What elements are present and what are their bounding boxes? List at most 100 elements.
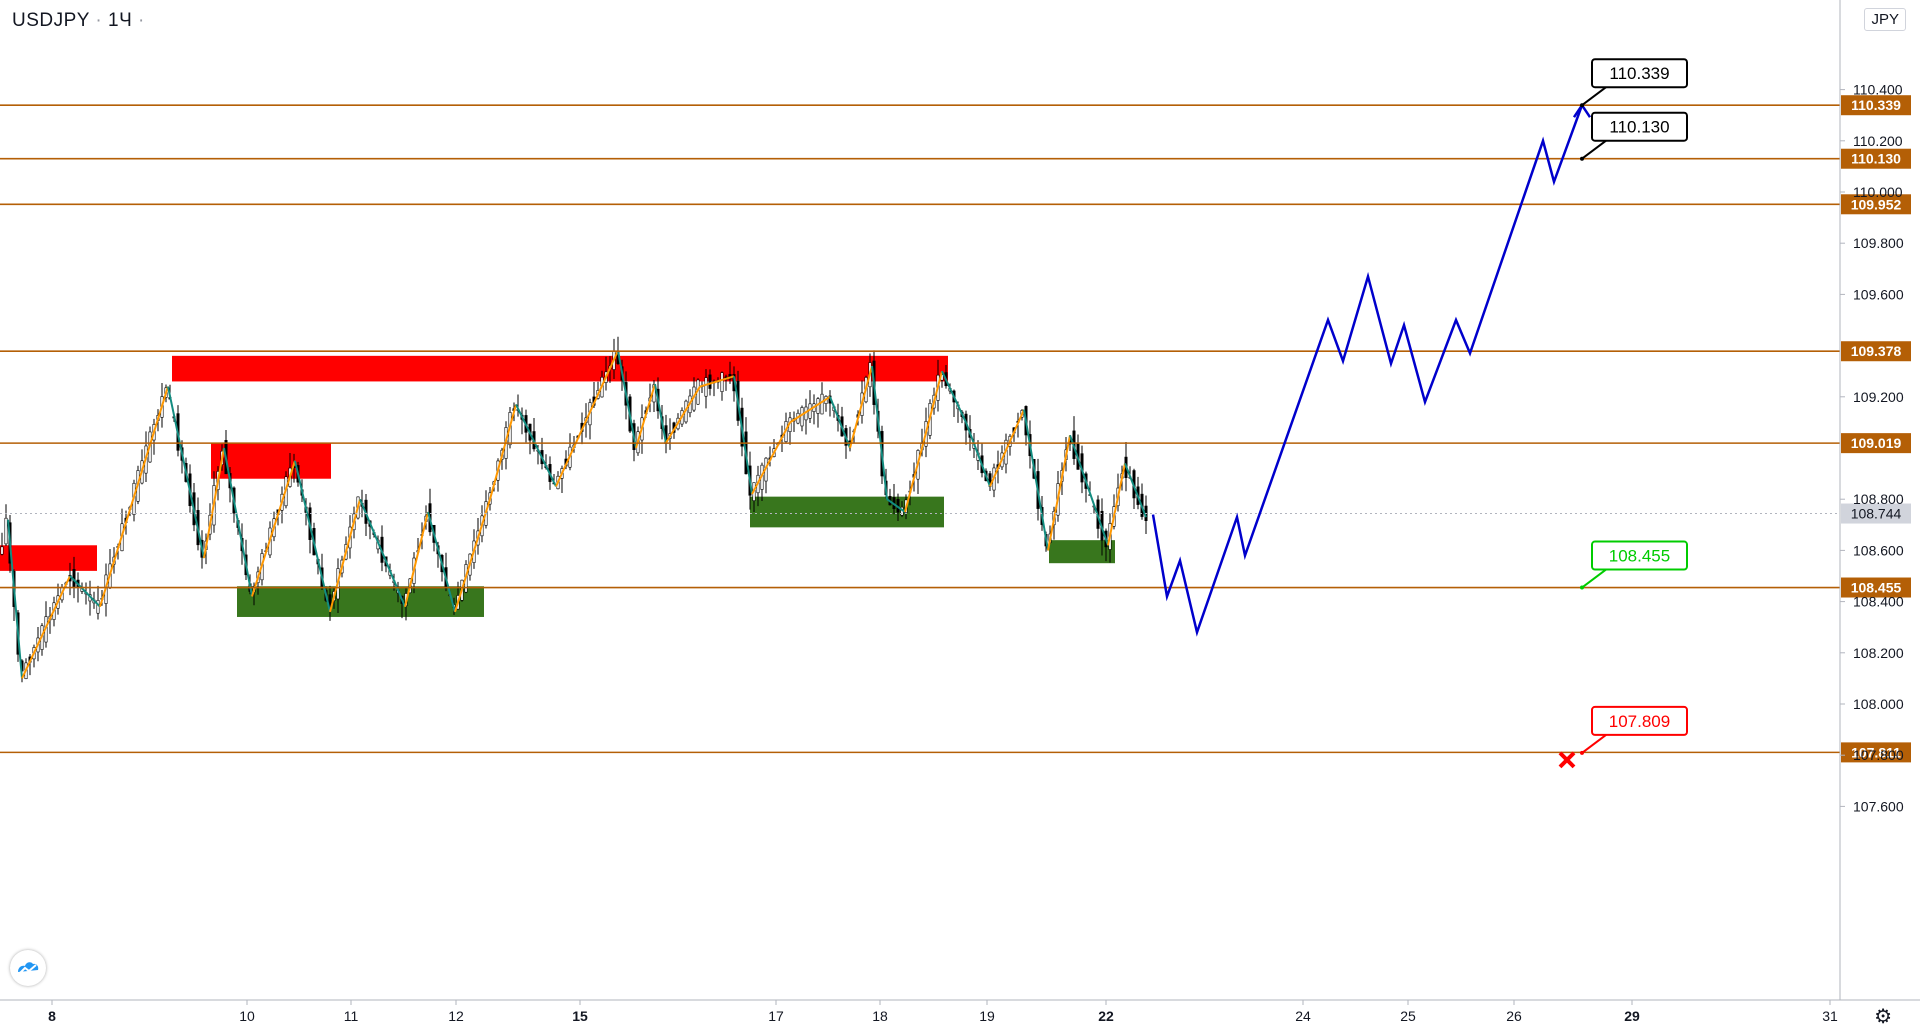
price-tick-label: 110.000 <box>1853 184 1903 200</box>
zigzag-leg <box>7 519 23 679</box>
zigzag-leg <box>751 421 791 495</box>
zigzag-leg <box>329 498 361 613</box>
callout-label-stop: 107.809 <box>1609 712 1670 731</box>
level-price-tag <box>1841 577 1911 598</box>
zigzag-leg <box>1069 434 1109 546</box>
price-tick-label: 110.200 <box>1853 133 1903 149</box>
zigzag-leg <box>359 498 406 608</box>
demand-zone <box>750 496 944 528</box>
callout-box-target <box>1591 111 1688 142</box>
candle-body <box>820 393 824 415</box>
zigzag-leg <box>294 460 331 613</box>
time-tick-label: 19 <box>979 1008 995 1024</box>
level-price-label: 108.455 <box>1851 580 1902 596</box>
callout-box-entry <box>1591 540 1688 571</box>
candle-body <box>4 517 8 545</box>
title-separator-end: · <box>138 10 145 31</box>
zigzag-leg <box>941 370 967 423</box>
callout-label-target: 110.130 <box>1609 118 1669 137</box>
gear-icon[interactable]: ⚙ <box>1874 1006 1892 1028</box>
zigzag-leg <box>654 383 667 444</box>
tradingview-logo-icon[interactable] <box>10 950 46 986</box>
zigzag-leg <box>871 365 888 500</box>
zigzag-leg <box>21 575 71 679</box>
supply-zone <box>211 442 331 479</box>
demand-zone <box>1049 540 1115 564</box>
demand-zone <box>237 586 484 617</box>
price-tick-label: 108.200 <box>1853 645 1904 661</box>
symbol-name: USDJPY <box>12 10 90 31</box>
zigzag-leg <box>733 376 753 495</box>
callout-label-entry: 108.455 <box>1609 547 1670 566</box>
time-tick-label: 18 <box>872 1008 888 1024</box>
time-tick-label: 29 <box>1624 1008 1640 1024</box>
zigzag-leg <box>555 350 619 487</box>
callout-anchor <box>1580 750 1584 755</box>
zigzag-leg <box>699 375 735 388</box>
time-tick-label: 11 <box>344 1008 359 1024</box>
callout-pointer <box>1581 139 1607 160</box>
symbol-title[interactable]: USDJPY · 1Ч · <box>12 10 145 32</box>
time-tick-label: 26 <box>1506 1008 1522 1024</box>
level-price-tag <box>1841 433 1911 454</box>
time-tick-label: 8 <box>48 1008 56 1024</box>
level-price-label: 107.811 <box>1851 744 1901 760</box>
zigzag-leg <box>665 386 701 444</box>
price-tick-label: 107.600 <box>1853 798 1904 814</box>
level-price-tag <box>1841 148 1911 169</box>
zigzag-leg <box>829 396 851 449</box>
zigzag-leg <box>1107 463 1126 546</box>
level-price-tag <box>1841 95 1911 116</box>
zigzag-leg <box>617 350 637 449</box>
callout-anchor <box>1580 156 1584 161</box>
price-tick-label: 108.400 <box>1853 594 1904 610</box>
callout-pointer <box>1581 86 1607 107</box>
callout-pointer <box>1581 734 1607 754</box>
level-price-label: 110.130 <box>1851 151 1901 167</box>
zigzag-leg <box>99 386 169 608</box>
interval-label: 1Ч <box>108 10 133 31</box>
zigzag-leg <box>965 422 991 487</box>
callout-box-stop <box>1591 705 1688 736</box>
current-price-tag <box>1841 503 1911 524</box>
stop-cross-icon <box>1558 751 1576 769</box>
zigzag-leg <box>1047 435 1071 551</box>
time-tick-label: 24 <box>1295 1008 1311 1024</box>
price-tick-label: 107.800 <box>1853 747 1904 763</box>
projection-path <box>1151 104 1584 637</box>
zigzag-leg <box>167 386 205 559</box>
zigzag-leg <box>904 447 923 513</box>
callout-label-target: 110.339 <box>1609 64 1669 83</box>
candle-body <box>708 374 712 389</box>
level-price-tag <box>1841 341 1911 362</box>
level-price-label: 110.339 <box>1851 97 1901 113</box>
zigzag-leg <box>454 498 491 613</box>
time-tick-label: 17 <box>768 1008 784 1024</box>
currency-label[interactable]: JPY <box>1864 8 1906 31</box>
time-tick-label: 15 <box>572 1008 588 1024</box>
level-price-label: 109.378 <box>1851 343 1902 359</box>
zigzag-leg <box>1124 462 1147 518</box>
price-tick-label: 108.000 <box>1853 696 1904 712</box>
zigzag-leg <box>989 409 1025 487</box>
callout-anchor <box>1580 103 1584 108</box>
level-layer: 110.339 110.130 109.952 109.378 109.019 108.4… <box>0 95 1911 763</box>
callout-layer: 110.339 110.130 108.455 107.809 <box>1558 58 1688 769</box>
supply-zone <box>0 545 97 571</box>
level-price-tag <box>1841 194 1911 215</box>
candle-body <box>0 546 4 555</box>
price-tick-label: 109.600 <box>1853 286 1904 302</box>
time-tick-label: 10 <box>239 1008 255 1024</box>
zigzag-leg <box>635 383 656 449</box>
zigzag-leg <box>849 365 873 449</box>
time-tick-label: 31 <box>1822 1008 1838 1024</box>
candle-body <box>800 407 804 427</box>
price-tick-label: 109.200 <box>1853 389 1904 405</box>
callout-pointer <box>1581 568 1607 589</box>
projection-layer <box>1151 102 1592 637</box>
time-tick-label: 12 <box>448 1008 464 1024</box>
current-price-label: 108.744 <box>1851 506 1902 522</box>
zigzag-leg <box>223 447 253 597</box>
